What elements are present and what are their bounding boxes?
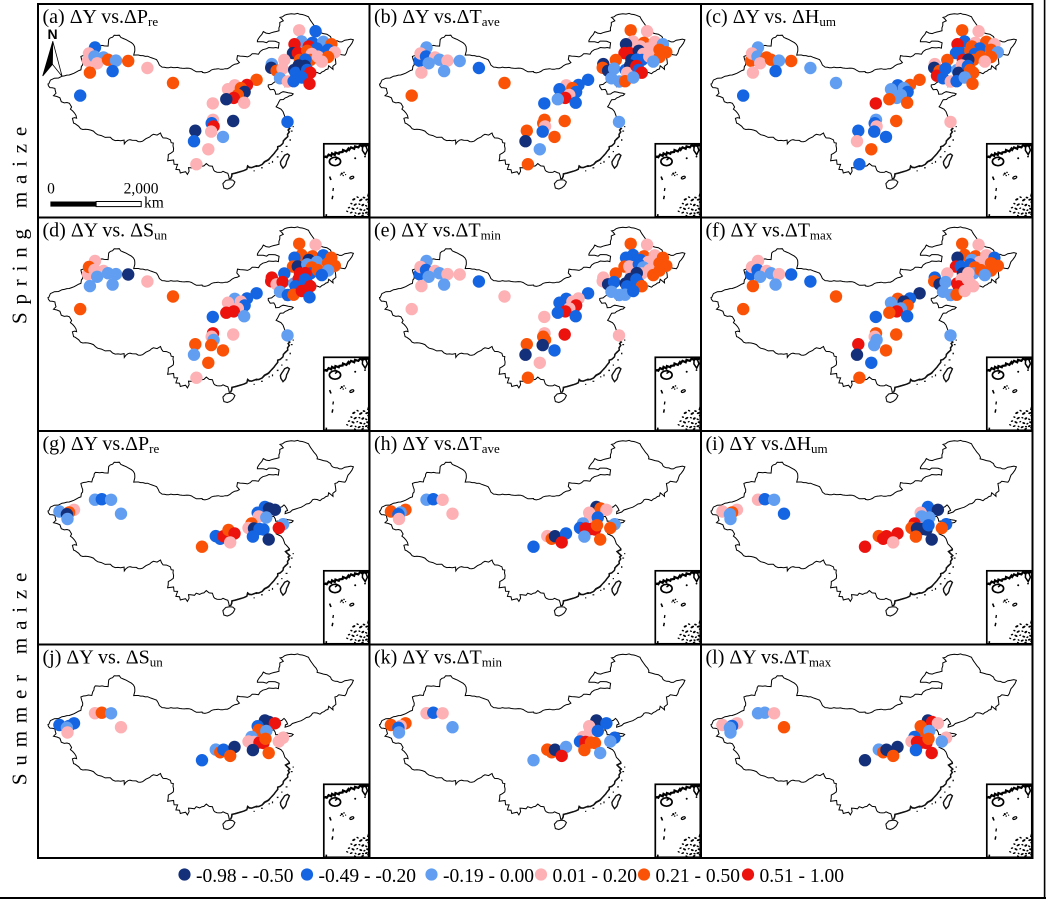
svg-text:(b) ΔY vs.ΔTave: (b) ΔY vs.ΔTave (374, 6, 500, 29)
svg-text:(a) ΔY vs.ΔPre: (a) ΔY vs.ΔPre (43, 6, 159, 29)
svg-text:(j) ΔY vs. ΔSun: (j) ΔY vs. ΔSun (43, 647, 164, 670)
svg-text:0.21 - 0.50: 0.21 - 0.50 (656, 866, 741, 887)
svg-text:(h) ΔY vs.ΔTave: (h) ΔY vs.ΔTave (374, 433, 500, 456)
svg-text:-0.19 - 0.00: -0.19 - 0.00 (443, 866, 534, 887)
svg-text:Spring maize: Spring maize (8, 119, 32, 324)
svg-text:Summer maize: Summer maize (8, 565, 32, 785)
svg-text:N: N (48, 26, 58, 42)
svg-text:(k) ΔY vs.ΔTmin: (k) ΔY vs.ΔTmin (374, 647, 502, 670)
svg-text:(e) ΔY vs.ΔTmin: (e) ΔY vs.ΔTmin (374, 220, 501, 243)
svg-text:(c) ΔY vs. ΔHum: (c) ΔY vs. ΔHum (706, 6, 836, 29)
svg-text:0.01 - 0.20: 0.01 - 0.20 (553, 866, 638, 887)
svg-text:-0.49 - -0.20: -0.49 - -0.20 (319, 866, 416, 887)
svg-text:(g) ΔY vs.ΔPre: (g) ΔY vs.ΔPre (43, 433, 160, 456)
svg-text:-0.98 - -0.50: -0.98 - -0.50 (196, 866, 293, 887)
svg-text:0.51 - 1.00: 0.51 - 1.00 (760, 866, 845, 887)
svg-text:(f) ΔY vs.ΔTmax: (f) ΔY vs.ΔTmax (706, 220, 833, 243)
svg-text:(l) ΔY vs.ΔTmax: (l) ΔY vs.ΔTmax (706, 647, 832, 670)
svg-text:2,000: 2,000 (124, 181, 159, 198)
svg-text:0: 0 (47, 181, 55, 198)
svg-text:km: km (144, 195, 164, 212)
svg-text:(d) ΔY vs. ΔSun: (d) ΔY vs. ΔSun (43, 220, 168, 243)
svg-text:(i) ΔY vs.ΔHum: (i) ΔY vs.ΔHum (706, 433, 828, 456)
